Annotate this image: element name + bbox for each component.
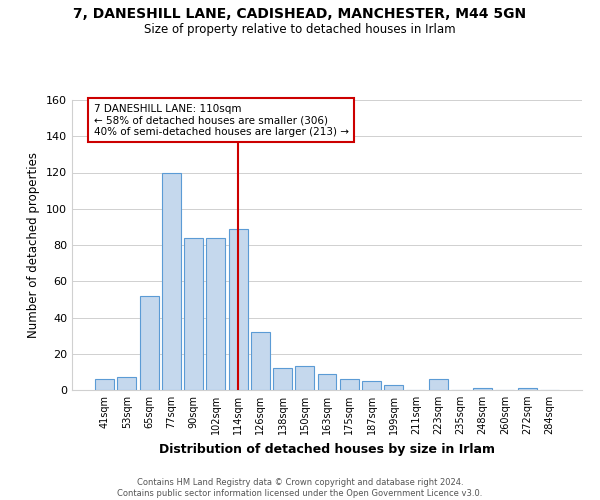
Bar	[473, 388, 492, 390]
Bar	[340, 379, 359, 390]
Text: Size of property relative to detached houses in Irlam: Size of property relative to detached ho…	[144, 22, 456, 36]
Bar	[384, 384, 403, 390]
Bar	[162, 172, 181, 390]
Bar	[251, 332, 270, 390]
Bar	[295, 366, 314, 390]
Text: Contains HM Land Registry data © Crown copyright and database right 2024.
Contai: Contains HM Land Registry data © Crown c…	[118, 478, 482, 498]
Bar	[518, 388, 536, 390]
Y-axis label: Number of detached properties: Number of detached properties	[28, 152, 40, 338]
Text: 7, DANESHILL LANE, CADISHEAD, MANCHESTER, M44 5GN: 7, DANESHILL LANE, CADISHEAD, MANCHESTER…	[73, 8, 527, 22]
Bar	[362, 381, 381, 390]
Bar	[95, 379, 114, 390]
Bar	[206, 238, 225, 390]
Bar	[184, 238, 203, 390]
Bar	[118, 378, 136, 390]
Bar	[317, 374, 337, 390]
Text: Distribution of detached houses by size in Irlam: Distribution of detached houses by size …	[159, 442, 495, 456]
Bar	[229, 228, 248, 390]
Bar	[429, 379, 448, 390]
Text: 7 DANESHILL LANE: 110sqm
← 58% of detached houses are smaller (306)
40% of semi-: 7 DANESHILL LANE: 110sqm ← 58% of detach…	[94, 104, 349, 137]
Bar	[140, 296, 158, 390]
Bar	[273, 368, 292, 390]
